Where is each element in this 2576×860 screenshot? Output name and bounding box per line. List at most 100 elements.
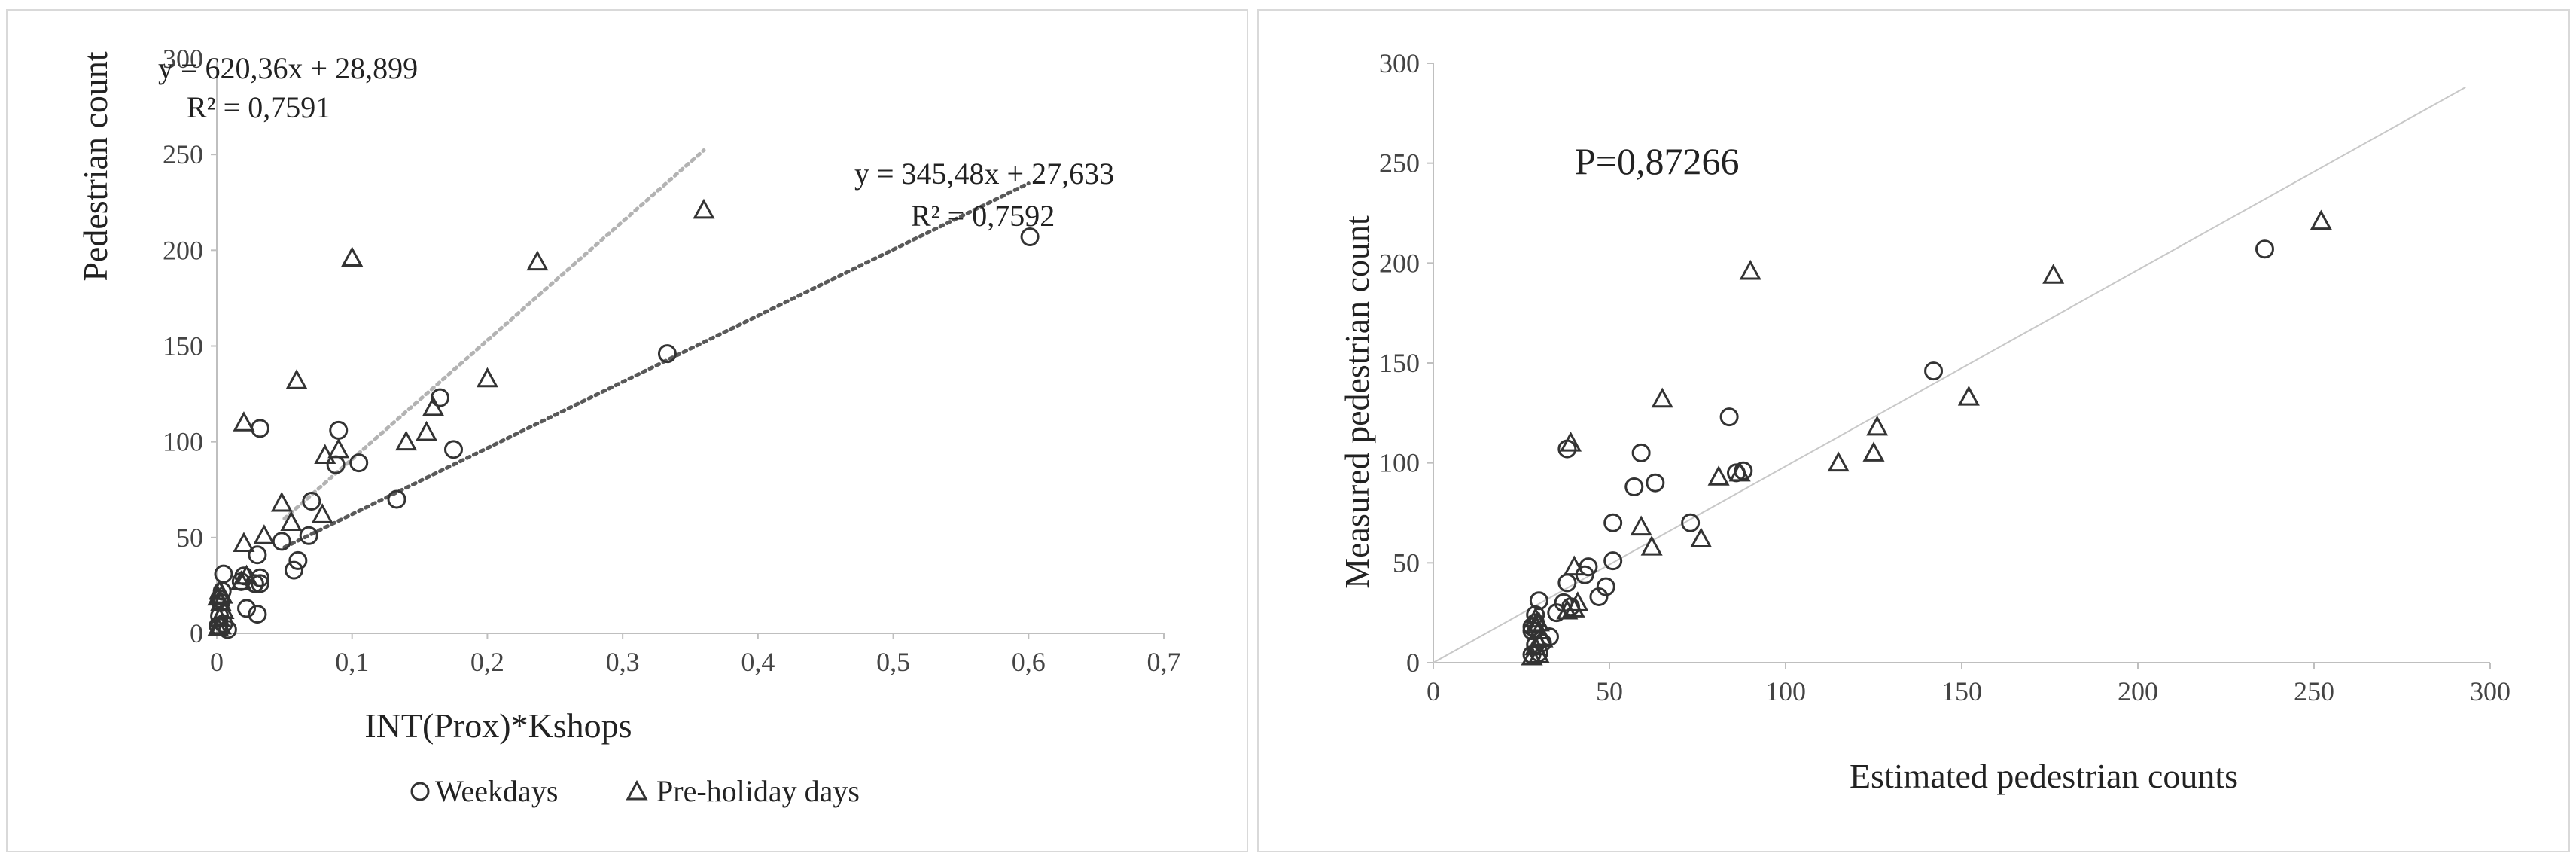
data-point-triangle	[476, 367, 498, 388]
x-tick-label: 100	[1765, 676, 1806, 706]
data-point-triangle	[209, 614, 232, 635]
legend-preholiday-marker	[626, 779, 648, 801]
y-tick-label: 300	[163, 44, 203, 74]
data-point-circle	[387, 489, 406, 509]
y-tick-label: 0	[190, 618, 203, 648]
data-point-triangle	[233, 411, 255, 432]
data-point-circle	[251, 419, 270, 438]
data-point-triangle	[1556, 599, 1579, 620]
legend-weekdays-marker	[410, 782, 430, 801]
y-tick-label: 100	[1379, 448, 1420, 478]
data-point-triangle	[1739, 259, 1761, 280]
trendline-1	[282, 181, 1031, 550]
x-tick-label: 150	[1941, 676, 1982, 706]
data-point-triangle	[2310, 209, 2332, 230]
data-point-triangle	[1527, 611, 1550, 632]
data-point-circle	[1719, 407, 1739, 427]
y-tick-label: 250	[163, 139, 203, 169]
y-tick-label: 200	[163, 235, 203, 265]
data-point-circle	[299, 526, 318, 545]
data-point-circle	[237, 599, 257, 618]
trendline-0	[282, 148, 706, 521]
data-point-circle	[272, 532, 291, 551]
data-point-triangle	[395, 430, 418, 451]
data-point-triangle	[230, 570, 252, 590]
data-point-circle	[1547, 603, 1567, 623]
data-point-circle	[431, 388, 450, 407]
data-point-circle	[1529, 591, 1548, 611]
data-point-triangle	[1651, 387, 1673, 408]
data-point-circle	[1646, 473, 1665, 493]
trendline-weekdays-r2: R² = 0,7592	[911, 199, 1055, 233]
data-point-triangle	[314, 444, 336, 464]
x-tick-label: 0,3	[606, 647, 640, 677]
x-tick-label: 0,5	[876, 647, 910, 677]
data-point-triangle	[253, 524, 276, 544]
reference-line	[1433, 86, 2466, 663]
data-point-circle	[1589, 587, 1609, 606]
data-point-triangle	[207, 585, 230, 606]
data-point-triangle	[693, 198, 715, 219]
legend-preholiday-label: Pre-holiday days	[656, 774, 860, 808]
data-point-triangle	[212, 599, 235, 619]
y-tick-label: 50	[1393, 547, 1420, 578]
data-point-triangle	[207, 616, 230, 636]
data-point-circle	[284, 560, 303, 580]
x-tick-label: 0	[210, 647, 224, 677]
x-tick-label: 50	[1596, 676, 1623, 706]
y-tick-label: 100	[163, 427, 203, 457]
data-point-triangle	[1866, 415, 1889, 436]
data-point-triangle	[285, 369, 308, 389]
data-point-triangle	[1630, 515, 1652, 536]
data-point-circle	[218, 620, 237, 639]
data-point-triangle	[1640, 535, 1663, 556]
x-tick-label: 300	[2470, 676, 2511, 706]
data-point-triangle	[1524, 613, 1547, 634]
legend: Weekdays Pre-holiday days	[410, 774, 860, 808]
y-tick-label: 50	[176, 523, 203, 553]
y-tick-label: 150	[1379, 348, 1420, 378]
trendline-preholiday-equation: y = 620,36x + 28,899	[158, 51, 418, 85]
y-tick-label: 200	[1379, 248, 1420, 278]
right-chart-panel: 0 50 100 150 200 250 300 0 50 100 150 200 250 300 P=0…	[1257, 9, 2570, 852]
data-point-circle	[349, 453, 369, 473]
left-scatter-chart: 0 0,1 0,2 0,3 0,4 0,5 0,6 0,7 0 50 100 150 200 250 300…	[76, 44, 1181, 808]
x-tick-label: 0,6	[1012, 647, 1046, 677]
x-tick-label: 0,1	[335, 647, 369, 677]
y-tick-label: 0	[1406, 648, 1420, 678]
data-point-triangle	[1728, 461, 1751, 482]
data-point-triangle	[1559, 432, 1582, 452]
data-point-circle	[1924, 361, 1944, 381]
data-point-circle	[326, 455, 346, 474]
data-point-circle	[1681, 513, 1701, 532]
x-tick-label: 0	[1427, 676, 1440, 706]
data-point-triangle	[327, 438, 350, 459]
x-axis-title-right: Estimated pedestrian counts	[1850, 757, 2238, 795]
y-axis-title: Pedestrian count	[76, 51, 114, 282]
data-point-circle	[657, 344, 677, 364]
x-tick-label: 250	[2294, 676, 2334, 706]
y-axis-title-right: Measured pedestrian count	[1338, 215, 1376, 589]
x-tick-label: 0,7	[1147, 647, 1181, 677]
data-point-triangle	[1707, 465, 1730, 486]
data-point-circle	[214, 564, 233, 584]
data-point-circle	[288, 550, 308, 570]
data-point-triangle	[280, 511, 303, 531]
legend-weekdays-label: Weekdays	[435, 774, 558, 808]
data-point-circle	[1631, 443, 1651, 462]
data-point-triangle	[1563, 555, 1585, 576]
data-point-circle	[248, 605, 267, 624]
data-point-triangle	[233, 532, 255, 552]
correlation-annotation: P=0,87266	[1575, 140, 1740, 182]
left-chart-panel: 0 0,1 0,2 0,3 0,4 0,5 0,6 0,7 0 50 100 150 200 250 300…	[6, 9, 1248, 852]
data-point-circle	[302, 492, 321, 511]
y-tick-label: 250	[1379, 148, 1420, 178]
data-point-circle	[1020, 227, 1040, 247]
trendline-preholiday-r2: R² = 0,7591	[187, 90, 330, 124]
y-tick-label: 300	[1379, 48, 1420, 78]
data-point-triangle	[526, 250, 549, 271]
data-point-circle	[1603, 513, 1623, 532]
data-point-triangle	[1862, 441, 1885, 462]
x-tick-label: 0,4	[741, 647, 775, 677]
trendline-weekdays-equation: y = 345,48x + 27,633	[854, 157, 1114, 191]
